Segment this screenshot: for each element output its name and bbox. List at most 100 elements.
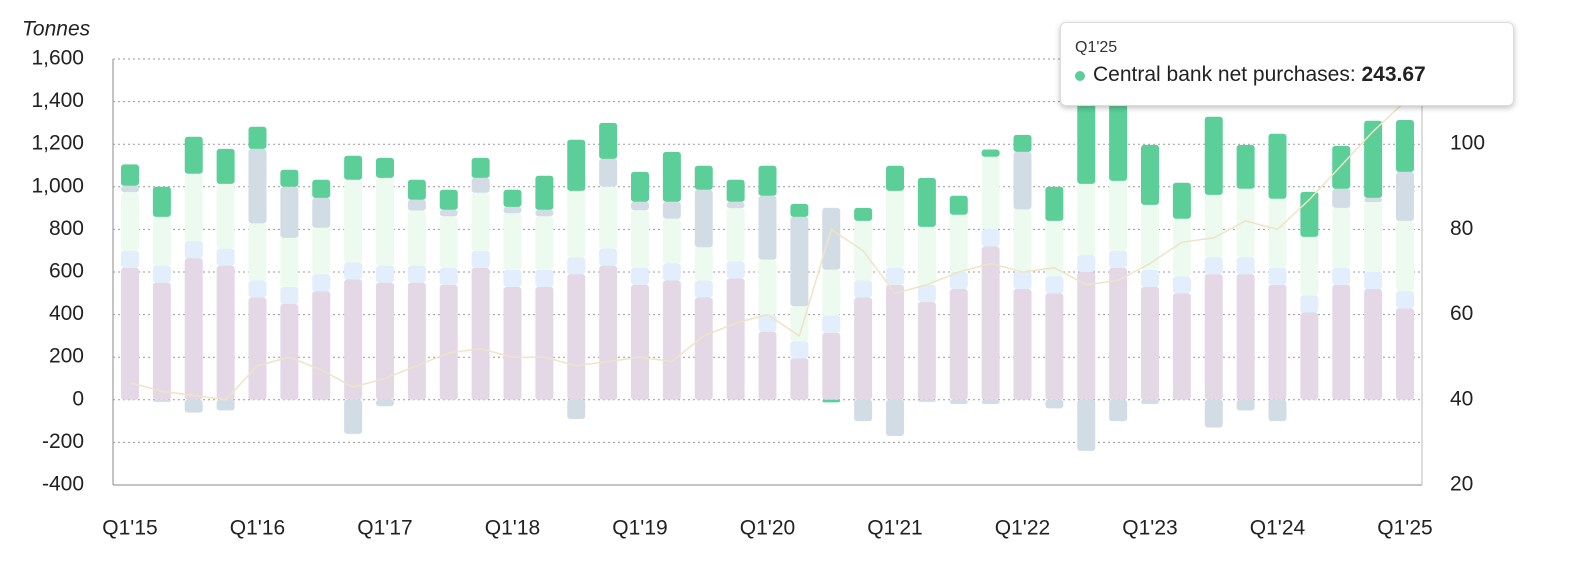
x-tick-label: Q1'22	[995, 517, 1050, 540]
bar-segment	[1077, 399, 1096, 451]
bar-segment	[694, 247, 713, 281]
bar-segment	[1268, 198, 1287, 268]
bar-segment	[822, 315, 841, 333]
bar-segment	[280, 237, 299, 287]
bar-segment	[662, 218, 681, 264]
bar-segment	[376, 157, 394, 178]
bar-segment	[376, 282, 394, 400]
bar-segment	[121, 185, 139, 193]
bar-segment	[822, 332, 841, 400]
bar-segment	[471, 192, 490, 251]
bar-segment	[248, 280, 267, 298]
bar-segment	[758, 195, 777, 260]
y2-tick-label: 80	[1450, 217, 1473, 240]
bar-segment	[503, 286, 522, 400]
bar-segment	[949, 214, 968, 272]
bar-segment	[1045, 276, 1064, 294]
bar-segment	[503, 189, 522, 207]
bar-segment	[184, 258, 203, 400]
bar-segment	[1045, 399, 1064, 409]
bar-segment	[1300, 312, 1319, 400]
bar-segment	[1013, 289, 1032, 400]
bar-segment	[376, 177, 394, 266]
bar-segment	[567, 139, 586, 191]
bar-segment	[886, 267, 904, 285]
bar-segment	[280, 286, 299, 304]
y2-tick-label: 40	[1450, 387, 1473, 410]
bar-segment	[503, 206, 522, 214]
bar-segment	[917, 284, 936, 302]
bar-segment	[1396, 171, 1414, 221]
x-tick-label: Q1'18	[485, 517, 540, 540]
bar-segment	[248, 223, 267, 281]
bar-segment	[216, 399, 235, 411]
bar-segment	[344, 155, 363, 180]
bar-segment	[344, 179, 363, 263]
bar-segment	[1045, 293, 1064, 400]
bar-segment	[599, 186, 618, 249]
bar-segment	[567, 190, 586, 258]
bar-segment	[535, 286, 554, 400]
bar-segment	[726, 201, 745, 209]
bar-segment	[407, 199, 426, 211]
bar-segment	[631, 284, 649, 400]
x-tick-label: Q1'23	[1122, 517, 1177, 540]
y-tick-label: 1,200	[31, 132, 84, 155]
bar-segment	[1204, 399, 1223, 428]
bar-segment	[1172, 276, 1191, 294]
bar-segment	[1013, 151, 1032, 210]
bar-segment	[152, 186, 171, 217]
y-tick-label: 200	[49, 345, 84, 368]
bar-segment	[1204, 116, 1223, 195]
bar-segment	[886, 165, 904, 191]
bar-segment	[1172, 182, 1191, 219]
bar-segment	[1268, 399, 1287, 422]
bar-segment	[917, 226, 936, 285]
x-tick-label: Q1'25	[1377, 517, 1432, 540]
bar-segment	[471, 267, 490, 400]
x-tick-label: Q1'19	[612, 517, 667, 540]
bar-segment	[471, 157, 490, 178]
bar-segment	[1172, 293, 1191, 400]
y-tick-label: 1,000	[31, 174, 84, 197]
bar-segment	[631, 171, 649, 202]
x-tick-label: Q1'20	[740, 517, 795, 540]
y-tick-label: 1,400	[31, 89, 84, 112]
bar-segment	[662, 280, 681, 400]
bar-segment	[917, 301, 936, 400]
bar-segment	[1013, 209, 1032, 272]
bar-segment	[503, 213, 522, 270]
bar-segment	[152, 216, 171, 266]
bar-segment	[1109, 250, 1128, 268]
bar-segment	[407, 179, 426, 200]
bar-segment	[439, 284, 458, 400]
y-tick-label: -400	[42, 473, 84, 496]
bar-segment	[694, 280, 713, 298]
bar-segment	[1204, 257, 1223, 275]
bar-segment	[726, 261, 745, 279]
tooltip: Q1'25 Central bank net purchases: 243.67	[1060, 22, 1514, 106]
bar-segment	[599, 158, 618, 187]
bar-segment	[822, 399, 841, 403]
bar-segment	[1364, 120, 1383, 198]
bar-segment	[694, 189, 713, 248]
bar-segment	[1077, 183, 1096, 255]
bar-segment	[1364, 272, 1383, 290]
bar-segment	[1332, 267, 1351, 285]
bar-segment	[822, 207, 841, 270]
bar-segment	[1332, 188, 1351, 208]
bar-segment	[216, 248, 235, 266]
bar-segment	[981, 229, 1000, 247]
bar-segment	[790, 358, 809, 400]
y-axis-label: Tonnes	[22, 18, 91, 41]
bar-segment	[216, 148, 235, 184]
bar-segment	[535, 269, 554, 287]
bar-segment	[758, 259, 777, 315]
y-tick-label: 600	[49, 260, 84, 283]
bar-segment	[726, 278, 745, 400]
y-tick-label: 1,600	[31, 47, 84, 70]
bar-segment	[407, 210, 426, 266]
bar-segment	[631, 210, 649, 268]
x-tick-label: Q1'24	[1250, 517, 1306, 540]
bar-segment	[949, 195, 968, 215]
